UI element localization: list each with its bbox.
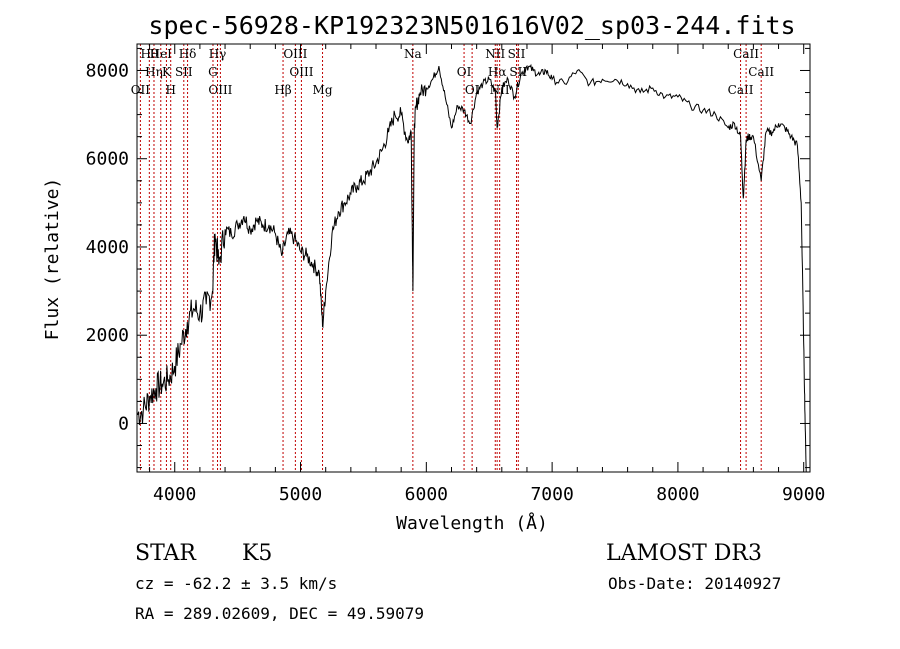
spectral-line-label: Hγ — [209, 47, 227, 61]
spectral-line-label: Hα — [488, 65, 507, 79]
plot-frame — [136, 43, 811, 473]
y-tick-label: 0 — [118, 413, 129, 434]
spectral-line-label: HeI — [150, 47, 173, 61]
spectral-line-label: SII — [175, 65, 193, 79]
spectral-line-label: OIII — [289, 65, 313, 79]
spectral-line-label: Na — [404, 47, 422, 61]
y-tick-label: 8000 — [86, 60, 129, 81]
y-axis-label: Flux (relative) — [42, 178, 63, 341]
axis-ticks: 4000 5000 6000 7000 8000 9000 0 2000 4000 6000 800… — [86, 44, 825, 505]
spectral-line-label: SII — [508, 47, 526, 61]
spectral-line-label: Hη — [145, 65, 163, 79]
spectral-line-label: OI — [457, 65, 472, 79]
spectral-line-label: K — [162, 65, 172, 79]
spectral-line-markers: HθHηOIIHeIKHHδSIIOIIIHγGHβOIIIOIIIMgNaOI… — [131, 44, 774, 472]
x-tick-label: 6000 — [405, 484, 448, 505]
x-tick-label: 4000 — [153, 484, 196, 505]
spectral-line-label: OII — [131, 83, 151, 97]
y-tick-label: 2000 — [86, 325, 129, 346]
survey-name: LAMOST DR3 — [606, 541, 762, 566]
y-tick-label: 6000 — [86, 149, 129, 170]
spectral-line-label: SII — [509, 65, 527, 79]
redshift-cz: cz = -62.2 ± 3.5 km/s — [135, 574, 337, 593]
spectral-line-label: H — [165, 83, 175, 97]
spectral-line-label: NII — [490, 83, 510, 97]
spectral-line-label: CaII — [748, 65, 774, 79]
x-tick-label: 5000 — [279, 484, 322, 505]
spectral-line-label: OIII — [208, 83, 232, 97]
obs-date: Obs-Date: 20140927 — [608, 574, 781, 593]
x-axis-label: Wavelength (Å) — [396, 512, 548, 534]
ra-dec: RA = 289.02609, DEC = 49.59079 — [135, 604, 424, 623]
spectral-line-label: OIII — [283, 47, 307, 61]
object-subclass: K5 — [242, 541, 272, 566]
chart-title: spec-56928-KP192323N501616V02_sp03-244.f… — [148, 11, 795, 40]
spectral-line-label: Mg — [313, 83, 333, 97]
spectral-line-label: Hδ — [179, 47, 197, 61]
y-tick-label: 4000 — [86, 237, 129, 258]
object-class: STAR — [135, 541, 197, 566]
spectral-line-label: CaII — [728, 83, 754, 97]
flux-series-line — [136, 63, 807, 473]
x-tick-label: 9000 — [782, 484, 825, 505]
spectral-line-label: CaII — [733, 47, 759, 61]
spectral-line-label: NII — [485, 47, 505, 61]
plot-area — [136, 63, 807, 473]
spectral-line-label: G — [208, 65, 218, 79]
x-tick-label: 8000 — [656, 484, 699, 505]
x-tick-label: 7000 — [530, 484, 573, 505]
spectral-line-label: Hβ — [274, 83, 291, 97]
